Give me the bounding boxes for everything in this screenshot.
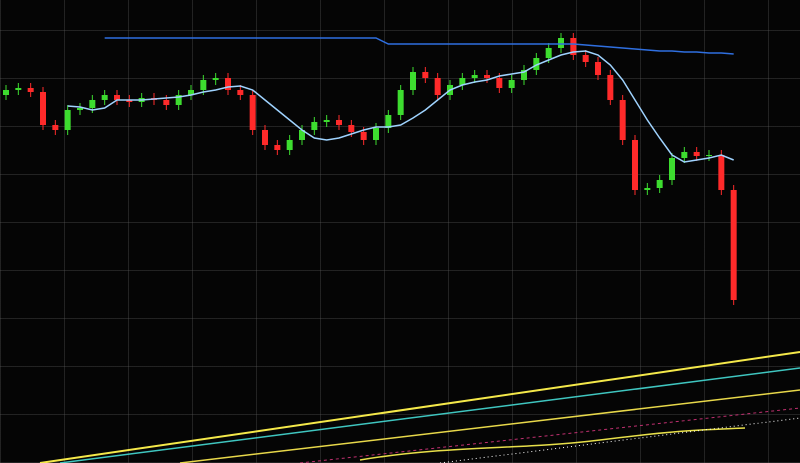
- indicator-line: [179, 389, 800, 463]
- candle-body: [669, 158, 675, 180]
- candle-body: [101, 95, 108, 100]
- candle-body: [114, 95, 120, 100]
- candle-body: [521, 70, 527, 80]
- candle-body: [644, 188, 651, 190]
- candle-body: [163, 100, 170, 105]
- candle-body: [249, 95, 256, 130]
- candle-body: [410, 72, 416, 90]
- candle-body: [434, 78, 441, 95]
- candle-body: [681, 152, 688, 158]
- indicator-line: [299, 407, 800, 463]
- candle-body: [373, 128, 379, 140]
- candle-body: [188, 90, 194, 95]
- candle-body: [508, 80, 515, 88]
- candle-body: [545, 48, 552, 58]
- candle-body: [558, 38, 564, 48]
- candle-body: [496, 78, 503, 88]
- candle-body: [40, 92, 46, 125]
- candle-body: [360, 132, 367, 140]
- candle-body: [459, 78, 466, 85]
- candle-body: [730, 190, 737, 300]
- candle-body: [632, 140, 638, 190]
- candle-body: [533, 58, 540, 70]
- candle-body: [15, 88, 22, 90]
- candle-body: [299, 130, 305, 140]
- candle-body: [397, 90, 404, 115]
- candle-body: [656, 180, 663, 188]
- candle-body: [582, 55, 589, 62]
- indicator-line: [59, 367, 800, 463]
- candle-body: [3, 90, 9, 95]
- indicator-panel: [39, 351, 800, 463]
- candle-body: [422, 72, 429, 78]
- indicator-line: [439, 417, 800, 463]
- candle-body: [570, 38, 577, 55]
- candle-body: [77, 108, 83, 110]
- candle-body: [348, 125, 355, 132]
- candle-body: [706, 155, 712, 156]
- candle-body: [64, 110, 71, 130]
- candle-body: [262, 130, 268, 145]
- indicator-line: [359, 427, 746, 461]
- candle-body: [693, 152, 700, 156]
- candle-body: [237, 90, 244, 95]
- candle-body: [323, 120, 330, 122]
- candle-body: [212, 78, 219, 80]
- candle-body: [126, 100, 133, 102]
- moving-average-line: [104, 37, 734, 55]
- candle-body: [718, 155, 725, 190]
- candle-body: [607, 75, 614, 100]
- candle-body: [27, 88, 34, 92]
- candle-body: [200, 80, 207, 90]
- candle-body: [619, 100, 626, 140]
- candle-body: [595, 62, 601, 75]
- candle-body: [311, 122, 318, 130]
- candle-body: [336, 120, 342, 125]
- candle-body: [471, 75, 478, 78]
- candle-body: [175, 95, 182, 105]
- moving-average-line: [67, 50, 734, 163]
- candle-body: [484, 75, 490, 78]
- candle-body: [274, 145, 281, 150]
- candle-body: [225, 78, 231, 90]
- candle-body: [286, 140, 293, 150]
- candle-body: [89, 100, 96, 108]
- indicator-line: [39, 351, 800, 463]
- candle-body: [385, 115, 392, 128]
- candle-body: [52, 125, 59, 130]
